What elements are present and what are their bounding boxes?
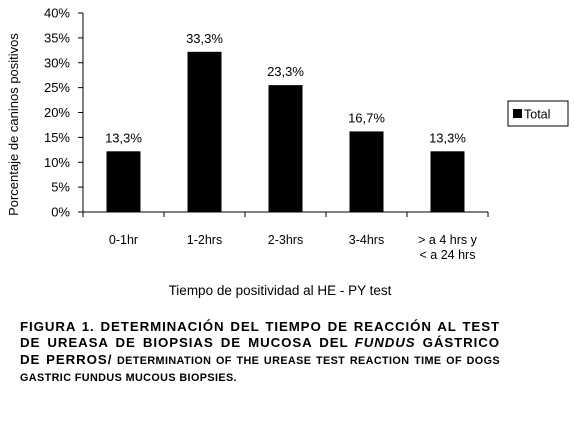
caption-fundus: FUNDUS	[354, 335, 416, 351]
data-label: 13,3%	[429, 130, 466, 145]
legend-swatch	[513, 109, 522, 118]
y-tick-label: 5%	[51, 180, 70, 195]
y-axis-title: Porcentaje de caninos positivos	[6, 33, 21, 216]
y-tick-label: 35%	[44, 30, 70, 45]
legend-label: Total	[524, 108, 550, 122]
caption-english: DETERMINATION OF THE UREASE TEST REACTIO…	[20, 354, 501, 384]
bar	[268, 85, 303, 212]
data-label: 33,3%	[186, 31, 223, 46]
figure-caption: FIGURA 1. DETERMINACIÓN DEL TIEMPO DE RE…	[20, 319, 500, 386]
bar	[430, 151, 465, 212]
bar	[106, 151, 141, 212]
y-tick-label: 25%	[44, 80, 70, 95]
data-label: 23,3%	[267, 64, 304, 79]
bar-chart: 0% 5% 10% 15% 20% 25% 30% 35% 40% Porcentaje de c…	[6, 6, 569, 262]
y-tick-label: 20%	[44, 105, 70, 120]
x-tick-label: 3-4hrs	[349, 233, 384, 247]
x-tick-label: > a 4 hrs y	[418, 233, 477, 247]
x-tick-label: 1-2hrs	[187, 233, 222, 247]
data-label: 16,7%	[348, 110, 385, 125]
caption-title: FIGURA 1. DETERMINACIÓN DEL TIEMPO DE RE…	[20, 319, 500, 351]
y-tick-label: 40%	[44, 6, 70, 21]
x-axis-title: Tiempo de positividad al HE - PY test	[168, 283, 392, 298]
caption-title-end: GÁSTRICO DE PERROS/	[20, 335, 500, 367]
y-tick-label: 30%	[44, 55, 70, 70]
data-label: 13,3%	[105, 130, 142, 145]
x-tick-label: 2-3hrs	[268, 233, 303, 247]
y-tick-label: 10%	[44, 155, 70, 170]
bar	[349, 131, 384, 212]
x-tick-label: < a 24 hrs	[420, 248, 476, 262]
bar	[187, 51, 222, 213]
y-tick-label: 15%	[44, 130, 70, 145]
y-tick-label: 0%	[51, 205, 70, 220]
x-tick-label: 0-1hr	[109, 233, 138, 247]
